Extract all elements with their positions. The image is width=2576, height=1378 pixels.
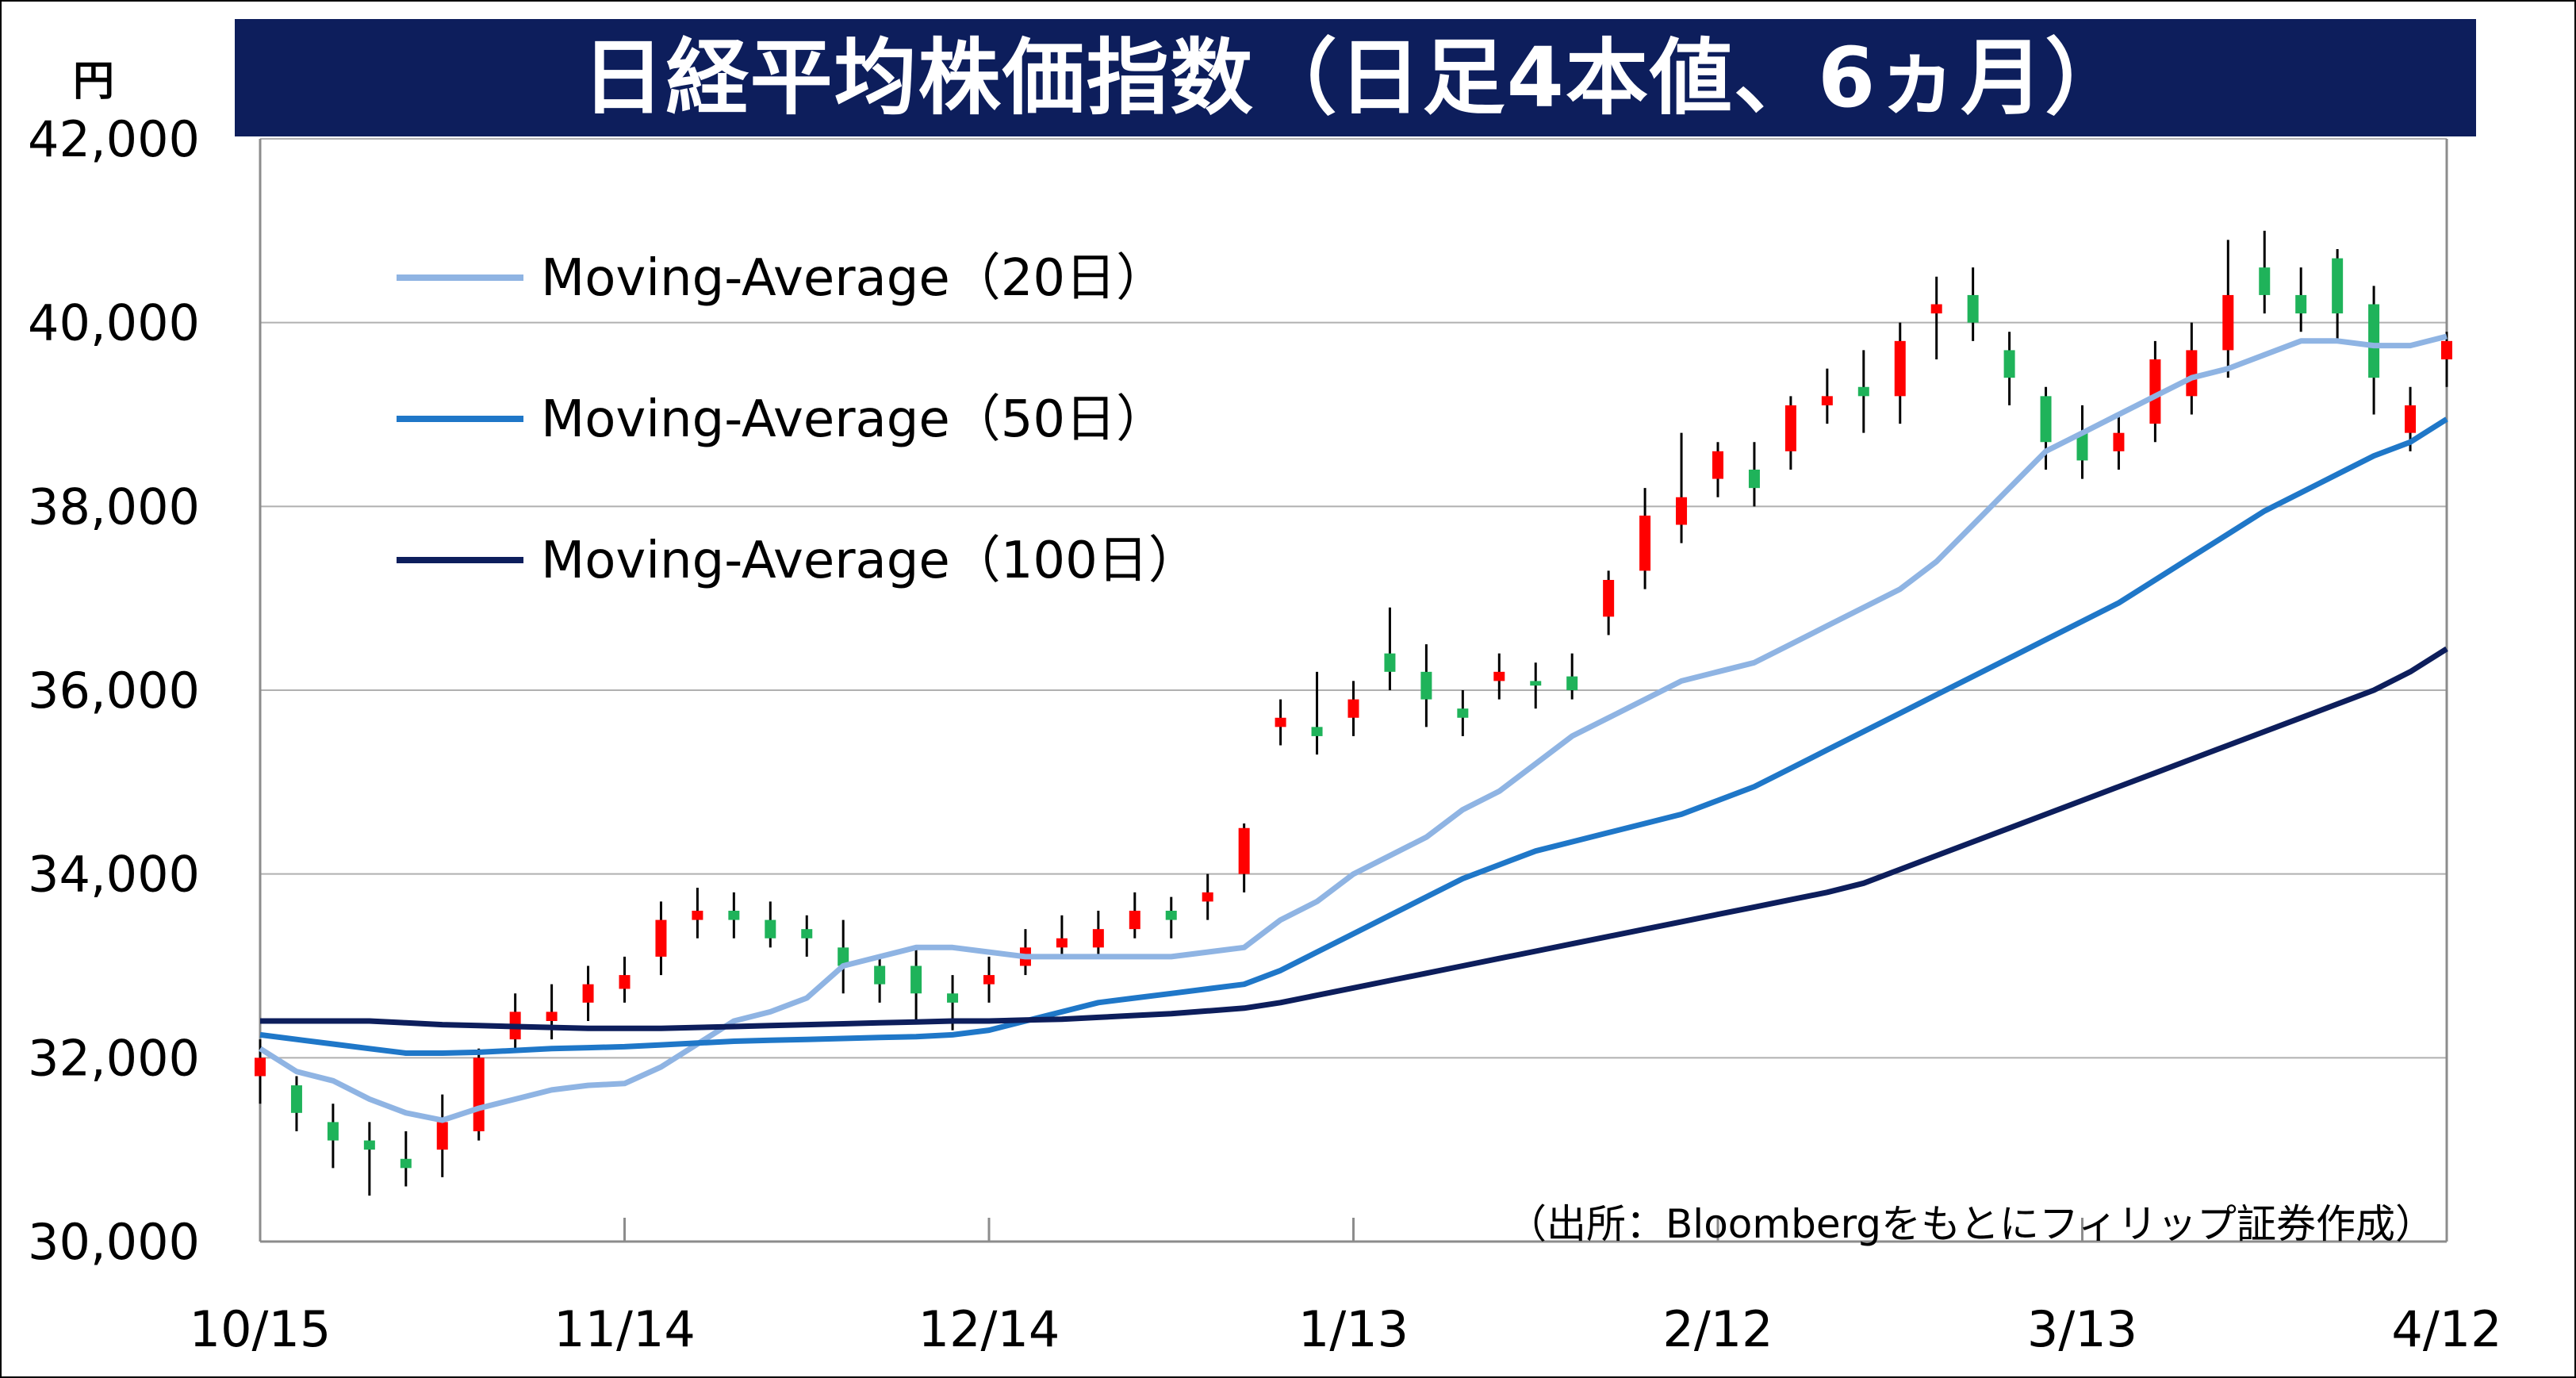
candle-up: [1639, 515, 1651, 571]
y-tick-label: 30,000: [28, 1213, 200, 1271]
y-tick-label: 40,000: [28, 294, 200, 352]
candle-up: [2113, 432, 2125, 451]
candle-up: [1238, 827, 1250, 874]
candle-up: [1821, 396, 1833, 405]
x-tick-label: 11/14: [554, 1300, 696, 1358]
x-tick-label: 1/13: [1298, 1300, 1409, 1358]
x-tick-label: 10/15: [190, 1300, 332, 1358]
candle-down: [400, 1158, 412, 1169]
candle-down: [327, 1122, 339, 1141]
candle-up: [1603, 580, 1615, 617]
x-tick-label: 3/13: [2027, 1300, 2137, 1358]
y-axis-unit: 円: [73, 58, 115, 106]
candle-down: [1857, 386, 1869, 397]
candle-up: [473, 1057, 485, 1131]
candle-up: [1275, 717, 1286, 727]
candle-up: [1056, 938, 1068, 948]
y-tick-label: 36,000: [28, 662, 200, 720]
candle-down: [874, 965, 886, 985]
candle-down: [2003, 350, 2015, 378]
candle-up: [1129, 911, 1140, 930]
candle-down: [728, 911, 740, 920]
x-tick-label: 12/14: [918, 1300, 1060, 1358]
candle-up: [1347, 699, 1359, 718]
candle-up: [546, 1011, 558, 1021]
candle-down: [2259, 267, 2271, 295]
candle-down: [1748, 470, 1760, 489]
candle-down: [1967, 294, 1979, 323]
candle-up: [1894, 340, 1906, 397]
candle-down: [1457, 708, 1469, 718]
candle-down: [765, 919, 776, 938]
y-tick-label: 34,000: [28, 846, 200, 904]
legend-label: Moving-Average（100日）: [541, 532, 1199, 590]
candle-down: [910, 965, 922, 994]
ma100-line: [260, 646, 2448, 1031]
x-tick-label: 4/12: [2391, 1300, 2501, 1358]
candle-down: [1420, 671, 1432, 700]
legend: Moving-Average（20日） Moving-Average（50日） Mo…: [397, 249, 1199, 590]
candle-down: [838, 947, 849, 966]
candle-down: [363, 1140, 375, 1150]
candle-up: [1712, 451, 1723, 479]
y-tick-label: 32,000: [28, 1029, 200, 1087]
candle-up: [2405, 405, 2417, 433]
candle-down: [2076, 432, 2088, 461]
candle-up: [582, 984, 594, 1003]
candle-up: [1930, 304, 1942, 314]
ma20-line: [259, 333, 2448, 1123]
candle-up: [619, 975, 631, 989]
candle-down: [1311, 727, 1323, 736]
x-axis: 10/15 11/14 12/14 1/13 2/12 3/13 4/12: [190, 1218, 2502, 1358]
candle-down: [290, 1085, 302, 1113]
candle-down: [1384, 653, 1396, 672]
title-bar: [235, 19, 2476, 136]
candle-down: [801, 929, 813, 938]
y-tick-label: 38,000: [28, 478, 200, 535]
legend-label: Moving-Average（20日）: [541, 249, 1167, 308]
legend-label: Moving-Average（50日）: [541, 390, 1167, 449]
x-tick-label: 2/12: [1662, 1300, 1773, 1358]
candle-up: [655, 919, 667, 957]
candle-down: [1165, 911, 1177, 920]
source-note: （出所：Bloombergをもとにフィリップ証券作成）: [1507, 1201, 2435, 1247]
y-axis: 30,000 32,000 34,000 36,000 38,000 40,000 42,0…: [28, 110, 2448, 1271]
chart-title: 日経平均株価指数（日足4本値、6ヵ月）: [581, 29, 2129, 126]
candle-up: [255, 1057, 266, 1077]
candle-up: [1784, 405, 1796, 451]
candle-up: [1676, 497, 1688, 525]
y-tick-label: 42,000: [28, 110, 200, 168]
candle-down: [2332, 258, 2344, 314]
candle-down: [2368, 304, 2380, 378]
candle-up: [983, 975, 995, 985]
candle-down: [1566, 676, 1578, 690]
candle-up: [1493, 671, 1505, 681]
ma50-line: [259, 416, 2448, 1056]
candles: [255, 230, 2452, 1196]
candle-up: [436, 1122, 448, 1150]
candle-up: [2441, 340, 2452, 359]
candle-up: [2186, 350, 2198, 397]
candle-up: [2149, 359, 2161, 424]
candle-down: [1530, 681, 1542, 686]
candle-up: [692, 911, 703, 920]
candle-down: [2295, 294, 2307, 314]
candle-down: [947, 993, 959, 1003]
candle-up: [1092, 929, 1104, 948]
candle-up: [2222, 294, 2234, 351]
candle-down: [2040, 396, 2052, 443]
moving-average-lines: [259, 333, 2448, 1123]
candle-up: [1202, 892, 1213, 902]
